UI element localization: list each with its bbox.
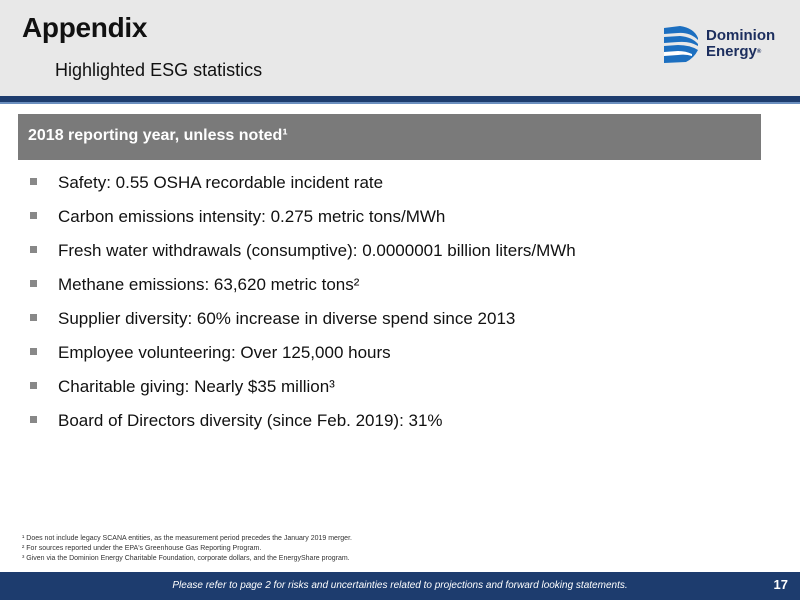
page-number: 17 xyxy=(773,577,788,592)
section-heading-bar: 2018 reporting year, unless noted¹ xyxy=(18,114,761,160)
list-item: Employee volunteering: Over 125,000 hour… xyxy=(30,336,770,370)
logo-trademark: ® xyxy=(756,49,762,55)
logo-line-2: Energy® xyxy=(706,43,762,60)
list-item: Methane emissions: 63,620 metric tons² xyxy=(30,268,770,302)
page-title: Appendix xyxy=(22,12,148,43)
footnote: ² For sources reported under the EPA's G… xyxy=(22,545,262,552)
bullet-icon xyxy=(30,211,37,219)
bullet-icon xyxy=(30,381,37,389)
header-divider-accent xyxy=(0,102,800,104)
logo-wordmark: Dominion Energy® xyxy=(706,28,775,60)
esg-statistics-list: Safety: 0.55 OSHA recordable incident ra… xyxy=(30,166,770,438)
bullet-icon xyxy=(30,177,37,185)
bullet-icon xyxy=(30,415,37,423)
section-heading: 2018 reporting year, unless noted¹ xyxy=(28,127,288,144)
list-item: Carbon emissions intensity: 0.275 metric… xyxy=(30,200,770,234)
bullet-icon xyxy=(30,347,37,355)
slide-header: Appendix Highlighted ESG statistics Domi… xyxy=(0,0,800,96)
list-item: Safety: 0.55 OSHA recordable incident ra… xyxy=(30,166,770,200)
bullet-icon xyxy=(30,279,37,287)
list-item: Fresh water withdrawals (consumptive): 0… xyxy=(30,234,770,268)
logo-line-1: Dominion xyxy=(706,27,776,44)
footnote: ¹ Does not include legacy SCANA entities… xyxy=(22,535,352,542)
list-item: Board of Directors diversity (since Feb.… xyxy=(30,404,770,438)
footer-disclaimer: Please refer to page 2 for risks and unc… xyxy=(172,580,628,591)
list-item: Supplier diversity: 60% increase in dive… xyxy=(30,302,770,336)
page-subtitle: Highlighted ESG statistics xyxy=(55,60,263,80)
footnotes: ¹ Does not include legacy SCANA entities… xyxy=(22,534,622,564)
header-divider xyxy=(0,96,800,102)
dominion-energy-logo: Dominion Energy® xyxy=(660,22,790,72)
slide-footer: Please refer to page 2 for risks and unc… xyxy=(0,572,800,600)
dominion-energy-logo-icon xyxy=(664,26,698,63)
bullet-icon xyxy=(30,245,37,253)
list-item: Charitable giving: Nearly $35 million³ xyxy=(30,370,770,404)
bullet-icon xyxy=(30,313,37,321)
footnote: ³ Given via the Dominion Energy Charitab… xyxy=(22,555,350,562)
